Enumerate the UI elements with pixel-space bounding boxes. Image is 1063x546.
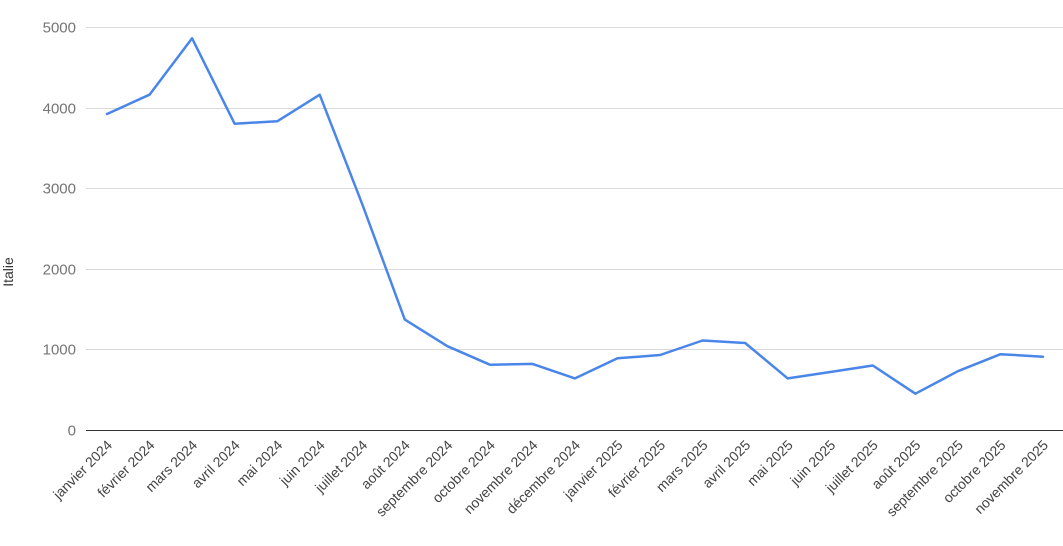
y-tick-label: 5000 xyxy=(43,20,76,37)
y-axis-title: Italie xyxy=(0,257,16,287)
y-tick-label: 1000 xyxy=(43,342,76,359)
x-tick-label: novembre 2024 xyxy=(461,437,541,517)
gridlines xyxy=(86,27,1063,431)
y-tick-label: 3000 xyxy=(43,181,76,198)
series-layer xyxy=(105,37,1045,395)
x-tick-label: septembre 2025 xyxy=(883,437,966,520)
series-line xyxy=(105,37,1045,395)
y-tick-label: 2000 xyxy=(43,262,76,279)
x-tick-label: mai 2025 xyxy=(744,437,796,489)
x-tick-label: décembre 2024 xyxy=(503,437,583,517)
y-tick-label: 0 xyxy=(68,423,76,440)
x-tick-label: septembre 2024 xyxy=(373,437,456,520)
x-tick-label: mai 2024 xyxy=(233,437,285,489)
y-axis-ticks: 0 1000 2000 3000 4000 5000 xyxy=(43,20,76,440)
y-tick-label: 4000 xyxy=(43,101,76,118)
x-tick-label: novembre 2025 xyxy=(971,437,1051,517)
